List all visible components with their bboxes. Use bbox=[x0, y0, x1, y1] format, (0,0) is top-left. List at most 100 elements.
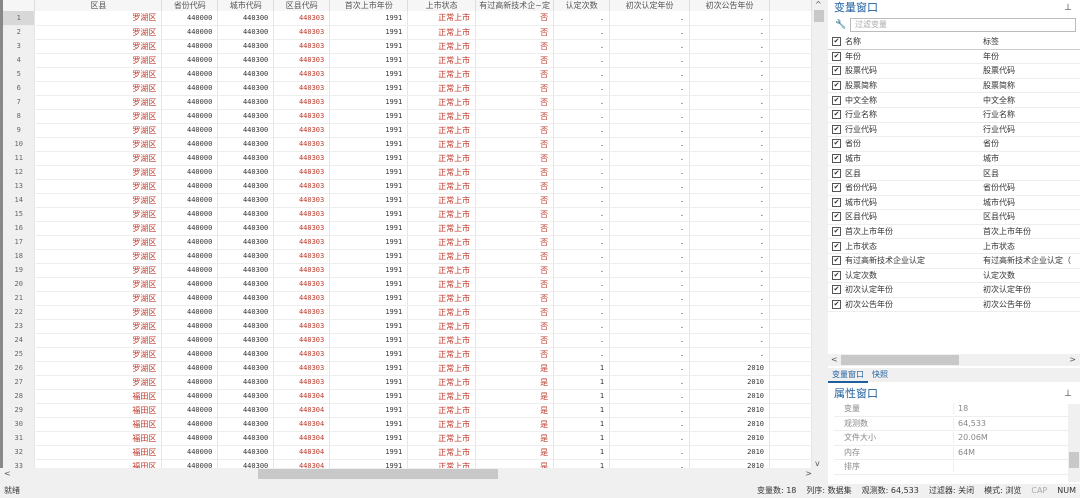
row-number[interactable]: 17 bbox=[3, 235, 36, 250]
cell[interactable]: 440000 bbox=[161, 333, 219, 348]
cell[interactable]: 1991 bbox=[329, 193, 409, 208]
cell[interactable]: 440300 bbox=[217, 109, 275, 124]
row-number[interactable]: 19 bbox=[3, 263, 36, 278]
cell[interactable]: . bbox=[689, 249, 770, 264]
cell[interactable]: 1991 bbox=[329, 137, 409, 152]
scroll-right-icon[interactable]: > bbox=[1069, 355, 1076, 364]
cell[interactable]: 440300 bbox=[217, 347, 275, 362]
cell[interactable]: 否 bbox=[475, 249, 555, 264]
cell[interactable]: 440300 bbox=[217, 235, 275, 250]
row-number[interactable]: 18 bbox=[3, 249, 36, 264]
cell[interactable]: 福田区 bbox=[34, 417, 163, 432]
cell[interactable]: 福田区 bbox=[34, 403, 163, 418]
cell[interactable] bbox=[769, 263, 812, 278]
cell[interactable]: 440303 bbox=[273, 347, 331, 362]
cell[interactable]: 440300 bbox=[217, 165, 275, 180]
cell[interactable]: . bbox=[609, 39, 691, 54]
cell[interactable]: 440000 bbox=[161, 53, 219, 68]
variable-item[interactable]: ✔ 区县 区县 bbox=[828, 166, 1080, 181]
pin-icon[interactable]: ⊥ bbox=[1064, 389, 1072, 399]
cell[interactable]: 440000 bbox=[161, 291, 219, 306]
cell[interactable]: 1991 bbox=[329, 333, 409, 348]
row-number[interactable]: 31 bbox=[3, 431, 36, 446]
row-number[interactable]: 20 bbox=[3, 277, 36, 292]
cell[interactable]: 440000 bbox=[161, 361, 219, 376]
row-number[interactable]: 24 bbox=[3, 333, 36, 348]
cell[interactable]: 1991 bbox=[329, 235, 409, 250]
cell[interactable]: 是 bbox=[475, 431, 555, 446]
cell[interactable]: 440303 bbox=[273, 291, 331, 306]
cell[interactable]: . bbox=[553, 123, 611, 138]
cell[interactable]: 正常上市 bbox=[407, 333, 477, 348]
cell[interactable]: 否 bbox=[475, 319, 555, 334]
cell[interactable]: 正常上市 bbox=[407, 11, 477, 26]
cell[interactable]: 440300 bbox=[217, 431, 275, 446]
cell[interactable]: . bbox=[553, 109, 611, 124]
cell[interactable]: 1991 bbox=[329, 277, 409, 292]
cell[interactable]: 正常上市 bbox=[407, 445, 477, 460]
variable-item[interactable]: ✔ 认定次数 认定次数 bbox=[828, 269, 1080, 284]
cell[interactable]: 440303 bbox=[273, 25, 331, 40]
cell[interactable]: 罗湖区 bbox=[34, 151, 163, 166]
cell[interactable]: 正常上市 bbox=[407, 361, 477, 376]
cell[interactable]: 否 bbox=[475, 151, 555, 166]
row-number[interactable]: 3 bbox=[3, 39, 36, 54]
variables-horizontal-scrollbar[interactable]: < > bbox=[828, 354, 1080, 366]
variable-item[interactable]: ✔ 城市代码 城市代码 bbox=[828, 196, 1080, 211]
cell[interactable]: 罗湖区 bbox=[34, 123, 163, 138]
cell[interactable] bbox=[769, 179, 812, 194]
cell[interactable]: . bbox=[609, 109, 691, 124]
cell[interactable] bbox=[769, 403, 812, 418]
cell[interactable]: 罗湖区 bbox=[34, 193, 163, 208]
cell[interactable]: 罗湖区 bbox=[34, 375, 163, 390]
column-header[interactable] bbox=[769, 0, 812, 11]
cell[interactable]: . bbox=[553, 193, 611, 208]
variable-checkbox[interactable]: ✔ bbox=[832, 95, 841, 105]
cell[interactable]: 罗湖区 bbox=[34, 319, 163, 334]
cell[interactable]: 440000 bbox=[161, 179, 219, 194]
cell[interactable]: 1 bbox=[553, 375, 611, 390]
cell[interactable]: 罗湖区 bbox=[34, 165, 163, 180]
scroll-thumb[interactable] bbox=[1069, 452, 1079, 468]
cell[interactable]: 440300 bbox=[217, 81, 275, 96]
column-header[interactable]: 首次上市年份 bbox=[329, 0, 409, 11]
variable-checkbox[interactable]: ✔ bbox=[832, 154, 841, 164]
cell[interactable] bbox=[769, 193, 812, 208]
row-number[interactable]: 6 bbox=[3, 81, 36, 96]
cell[interactable]: 440303 bbox=[273, 375, 331, 390]
cell[interactable]: 440000 bbox=[161, 39, 219, 54]
cell[interactable]: . bbox=[609, 319, 691, 334]
cell[interactable]: 否 bbox=[475, 67, 555, 82]
cell[interactable]: . bbox=[689, 221, 770, 236]
cell[interactable]: . bbox=[553, 53, 611, 68]
row-number[interactable]: 8 bbox=[3, 109, 36, 124]
cell[interactable]: 罗湖区 bbox=[34, 95, 163, 110]
cell[interactable]: . bbox=[609, 81, 691, 96]
cell[interactable]: . bbox=[553, 333, 611, 348]
cell[interactable]: 440300 bbox=[217, 333, 275, 348]
variable-item[interactable]: ✔ 省份代码 省份代码 bbox=[828, 181, 1080, 196]
cell[interactable]: . bbox=[609, 445, 691, 460]
cell[interactable]: . bbox=[689, 53, 770, 68]
cell[interactable]: 440000 bbox=[161, 81, 219, 96]
cell[interactable]: 440303 bbox=[273, 249, 331, 264]
cell[interactable]: 1991 bbox=[329, 39, 409, 54]
variable-checkbox[interactable]: ✔ bbox=[832, 270, 841, 280]
scroll-left-icon[interactable]: < bbox=[831, 355, 838, 364]
cell[interactable]: 440000 bbox=[161, 347, 219, 362]
cell[interactable]: 否 bbox=[475, 193, 555, 208]
cell[interactable]: 1991 bbox=[329, 95, 409, 110]
cell[interactable]: 440304 bbox=[273, 389, 331, 404]
variable-item[interactable]: ✔ 初次认定年份 初次认定年份 bbox=[828, 283, 1080, 298]
cell[interactable]: 440300 bbox=[217, 319, 275, 334]
cell[interactable]: 2010 bbox=[689, 431, 770, 446]
variable-checkbox[interactable]: ✔ bbox=[832, 110, 841, 120]
cell[interactable]: 否 bbox=[475, 277, 555, 292]
column-header[interactable]: 城市代码 bbox=[217, 0, 275, 11]
row-number[interactable]: 9 bbox=[3, 123, 36, 138]
variable-item[interactable]: ✔ 有过高新技术企业认定 有过高新技术企业认定（ bbox=[828, 254, 1080, 269]
variable-item[interactable]: ✔ 年份 年份 bbox=[828, 50, 1080, 65]
cell[interactable]: 440300 bbox=[217, 207, 275, 222]
cell[interactable]: . bbox=[609, 347, 691, 362]
cell[interactable]: 1 bbox=[553, 459, 611, 468]
